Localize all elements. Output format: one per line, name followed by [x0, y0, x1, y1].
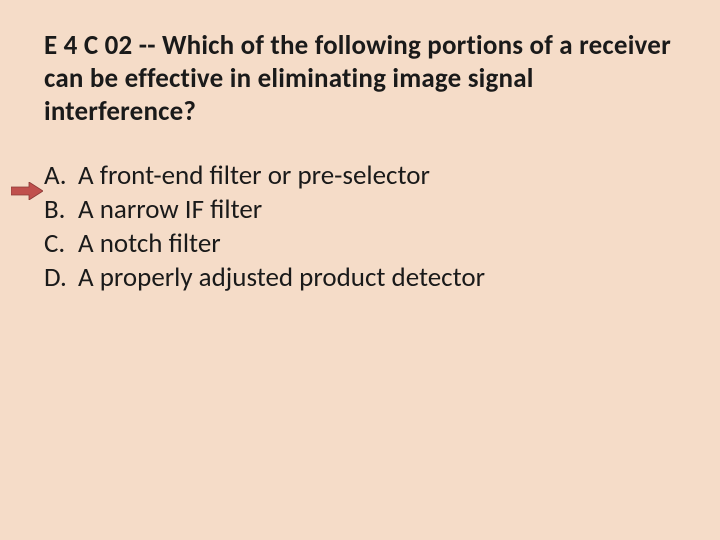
option-text: A front-end filter or pre-selector	[78, 159, 676, 193]
option-b: B. A narrow IF filter	[44, 193, 676, 227]
options-list: A. A front-end filter or pre-selector B.…	[44, 159, 676, 295]
option-c: C. A notch filter	[44, 227, 676, 261]
option-a: A. A front-end filter or pre-selector	[44, 159, 676, 193]
slide-container: E 4 C 02 -- Which of the following porti…	[0, 0, 720, 540]
option-text: A notch filter	[78, 227, 676, 261]
option-letter: C.	[44, 227, 78, 261]
correct-answer-arrow-icon	[11, 182, 43, 200]
option-text: A properly adjusted product detector	[78, 261, 676, 295]
option-text: A narrow IF filter	[78, 193, 676, 227]
option-d: D. A properly adjusted product detector	[44, 261, 676, 295]
option-letter: D.	[44, 261, 78, 295]
question-text: E 4 C 02 -- Which of the following porti…	[44, 30, 676, 129]
option-letter: A.	[44, 159, 78, 193]
option-letter: B.	[44, 193, 78, 227]
